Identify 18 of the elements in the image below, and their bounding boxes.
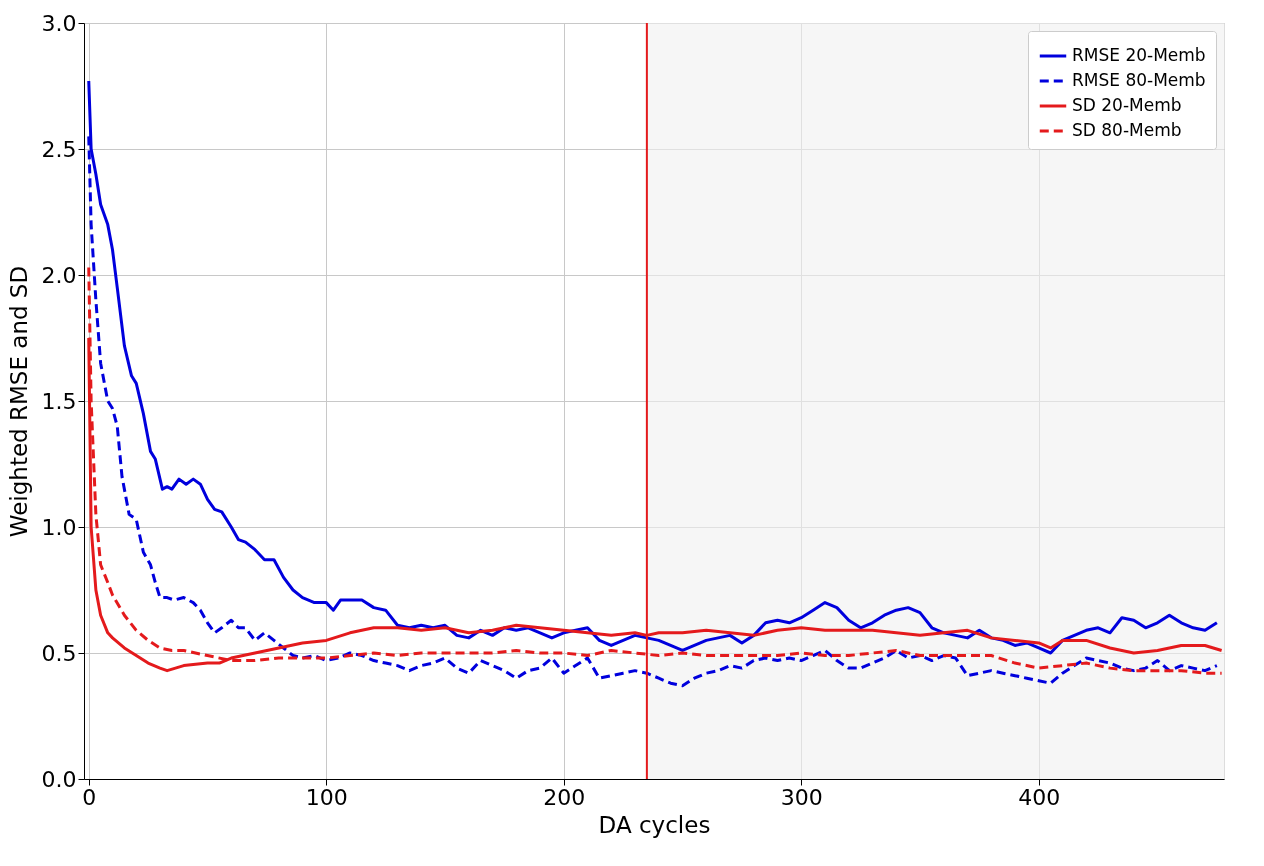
legend-label: RMSE 20-Memb — [1072, 45, 1206, 65]
x-axis-title: DA cycles — [598, 811, 711, 838]
x-tick-label: 0 — [82, 784, 97, 810]
y-axis-title: Weighted RMSE and SD — [5, 265, 32, 538]
y-tick-label: 1.5 — [41, 388, 77, 414]
legend-label: RMSE 80-Memb — [1072, 70, 1206, 90]
x-tick-label: 400 — [1018, 784, 1061, 810]
y-tick-label: 0.5 — [41, 640, 77, 666]
y-tick-label: 2.5 — [41, 136, 77, 162]
x-tick-label: 100 — [305, 784, 348, 810]
x-tick-label: 300 — [780, 784, 823, 810]
y-tick-label: 3.0 — [41, 10, 77, 36]
y-tick-label: 2.0 — [41, 262, 77, 288]
x-tick-label: 200 — [543, 784, 586, 810]
y-tick-label: 1.0 — [41, 514, 77, 540]
legend-label: SD 80-Memb — [1072, 120, 1182, 140]
y-tick-label: 0.0 — [41, 766, 77, 792]
legend-label: SD 20-Memb — [1072, 95, 1182, 115]
